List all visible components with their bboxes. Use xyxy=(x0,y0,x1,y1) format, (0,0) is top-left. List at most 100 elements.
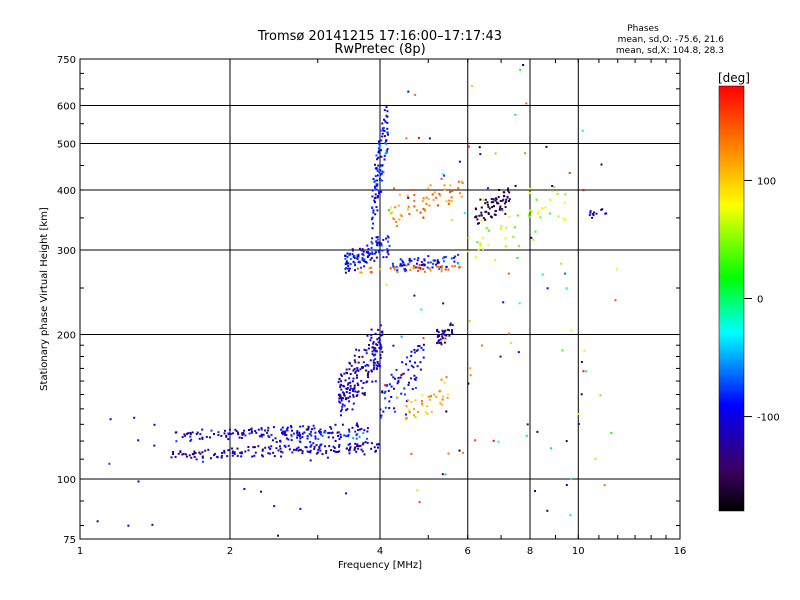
echo-point xyxy=(376,195,379,197)
echo-point xyxy=(497,440,500,443)
stats-heading: Phases xyxy=(627,24,659,34)
echo-point xyxy=(374,353,377,356)
echo-point xyxy=(345,397,348,400)
echo-point xyxy=(447,268,450,271)
echo-point xyxy=(388,208,390,211)
echo-point xyxy=(258,435,261,438)
echo-point xyxy=(366,430,369,433)
echo-point xyxy=(239,451,242,454)
echo-point xyxy=(236,447,239,450)
echo-point xyxy=(349,362,351,365)
echo-point xyxy=(195,458,198,461)
echo-point xyxy=(374,201,376,204)
echo-point xyxy=(528,192,531,195)
echo-point xyxy=(201,436,204,439)
echo-point xyxy=(379,416,382,419)
echo-point xyxy=(220,434,223,437)
echo-point xyxy=(614,299,617,302)
echo-point xyxy=(382,256,385,259)
echo-point xyxy=(379,347,382,350)
echo-point xyxy=(493,205,495,208)
echo-point xyxy=(413,205,416,208)
echo-point xyxy=(549,212,551,215)
echo-point xyxy=(380,172,383,175)
echo-point xyxy=(363,392,366,395)
echo-point xyxy=(422,268,425,271)
echo-point xyxy=(541,207,543,210)
echo-point xyxy=(361,248,364,251)
echo-point xyxy=(319,444,322,447)
echo-point xyxy=(565,484,568,486)
echo-point xyxy=(487,213,490,215)
echo-point xyxy=(288,448,291,451)
echo-point xyxy=(376,169,379,172)
echo-point xyxy=(482,199,485,202)
echo-point xyxy=(418,501,421,504)
echo-point xyxy=(393,387,395,390)
echo-point xyxy=(270,434,273,436)
echo-point xyxy=(435,196,438,199)
echo-point xyxy=(439,341,442,344)
echo-point xyxy=(450,331,453,333)
echo-point xyxy=(309,441,312,444)
echo-point xyxy=(336,431,339,434)
echo-point xyxy=(378,339,381,341)
echo-point xyxy=(376,238,379,241)
echo-point xyxy=(376,361,379,364)
echo-point xyxy=(348,400,351,403)
echo-point xyxy=(365,352,368,355)
echo-point xyxy=(314,437,317,440)
echo-point xyxy=(337,393,340,396)
echo-point xyxy=(413,199,416,202)
echo-point xyxy=(290,435,293,438)
echo-point xyxy=(296,431,299,434)
echo-point xyxy=(517,351,520,354)
echo-point xyxy=(201,451,204,454)
echo-point xyxy=(399,264,402,267)
echo-point xyxy=(380,190,383,193)
echo-point xyxy=(109,418,112,421)
echo-point xyxy=(530,236,533,239)
echo-point xyxy=(353,354,356,357)
echo-point xyxy=(351,388,354,391)
echo-point xyxy=(407,399,409,402)
echo-point xyxy=(580,393,583,396)
echo-point xyxy=(354,264,357,267)
echo-point xyxy=(376,244,379,247)
echo-point xyxy=(448,334,451,337)
echo-point xyxy=(340,374,343,377)
echo-point xyxy=(378,337,381,339)
echo-point xyxy=(408,381,410,384)
echo-point xyxy=(564,193,567,196)
echo-point xyxy=(374,358,377,360)
echo-point xyxy=(277,449,280,452)
echo-point xyxy=(427,395,430,398)
echo-point xyxy=(223,449,226,452)
echo-point xyxy=(183,433,186,436)
echo-point xyxy=(375,236,378,239)
echo-point xyxy=(370,336,373,339)
echo-point xyxy=(371,353,374,356)
echo-point xyxy=(368,267,371,270)
echo-point xyxy=(526,423,529,426)
echo-point xyxy=(318,445,321,448)
echo-point xyxy=(260,428,263,431)
echo-point xyxy=(172,451,175,453)
y-tick-label: 300 xyxy=(57,246,76,257)
echo-point xyxy=(298,449,301,451)
echo-point xyxy=(343,372,346,375)
echo-point xyxy=(290,426,293,429)
echo-point xyxy=(364,441,367,444)
echo-point xyxy=(398,193,401,196)
x-tick-label: 1 xyxy=(77,546,83,557)
echo-point xyxy=(460,195,463,198)
echo-point xyxy=(364,260,367,263)
echo-point xyxy=(504,237,507,240)
echo-point xyxy=(457,253,460,256)
echo-point xyxy=(363,260,366,263)
echo-point xyxy=(463,212,466,215)
echo-point xyxy=(345,391,348,393)
echo-point xyxy=(344,263,347,266)
echo-point xyxy=(355,395,358,397)
echo-point xyxy=(379,342,382,345)
